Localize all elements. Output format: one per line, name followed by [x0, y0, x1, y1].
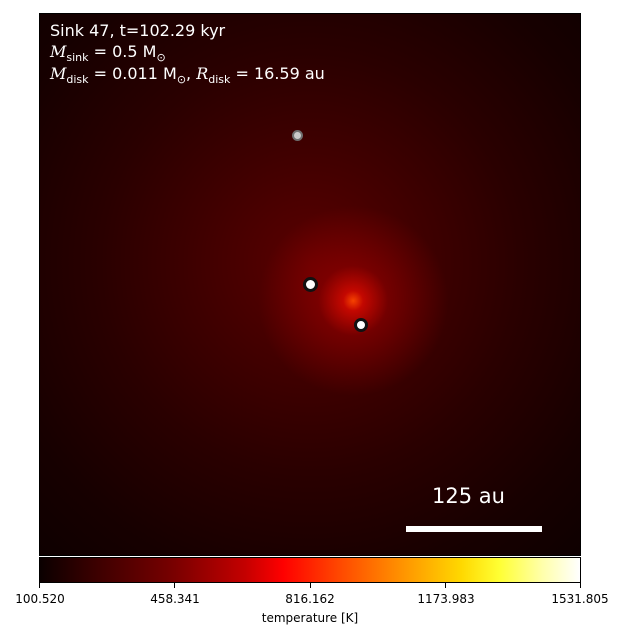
disk-mass-subscript: disk	[66, 73, 89, 87]
colorbar-label: temperature [K]	[261, 611, 359, 625]
sink-mass: Msink = 0.5 M⊙	[50, 42, 166, 64]
colorbar-tick-label: 1531.805	[551, 592, 609, 606]
scale-bar	[406, 526, 542, 532]
colorbar-tick	[39, 583, 40, 588]
separator: ,	[186, 64, 197, 83]
primary-sink-marker	[303, 277, 318, 292]
disk-radius-subscript: disk	[208, 73, 231, 87]
colorbar-tick-label: 458.341	[150, 592, 200, 606]
scale-bar-label: 125 au	[432, 484, 505, 508]
disk-radius-symbol: R	[196, 64, 209, 83]
companion-sink-marker	[354, 318, 368, 332]
sink-mass-symbol: M	[50, 42, 67, 61]
colorbar-tick-label: 100.520	[15, 592, 65, 606]
temperature-map: Sink 47, t=102.29 kyr Msink = 0.5 M⊙ Mdi…	[39, 13, 581, 556]
colorbar-tick	[310, 583, 311, 588]
disk-properties: Mdisk = 0.011 M⊙, Rdisk = 16.59 au	[50, 64, 325, 86]
sink-mass-value: = 0.5 M	[88, 42, 157, 61]
sink-id-time: Sink 47, t=102.29 kyr	[50, 21, 226, 40]
disk-mass-value: = 0.011 M	[88, 64, 177, 83]
disk-mass-symbol: M	[50, 64, 67, 83]
secondary-sink-marker	[292, 130, 303, 141]
colorbar-tick	[445, 583, 446, 588]
colorbar-tick-label: 816.162	[285, 592, 335, 606]
solar-symbol: ⊙	[176, 73, 187, 87]
disk-radius-value: = 16.59 au	[230, 64, 325, 83]
colorbar	[39, 557, 581, 583]
solar-symbol: ⊙	[156, 51, 166, 65]
colorbar-tick	[174, 583, 175, 588]
sink-mass-subscript: sink	[66, 51, 89, 65]
colorbar-tick-label: 1173.983	[417, 592, 475, 606]
colorbar-tick	[580, 583, 581, 588]
